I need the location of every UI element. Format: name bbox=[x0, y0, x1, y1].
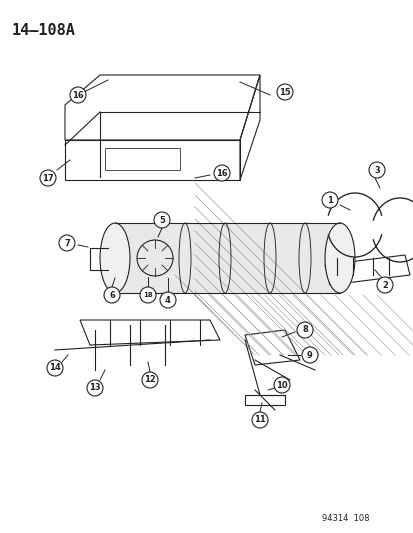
Circle shape bbox=[47, 360, 63, 376]
Circle shape bbox=[252, 412, 267, 428]
Text: 6: 6 bbox=[109, 290, 115, 300]
Text: 15: 15 bbox=[278, 87, 290, 96]
Text: 5: 5 bbox=[159, 215, 164, 224]
Text: 8: 8 bbox=[301, 326, 307, 335]
Circle shape bbox=[273, 377, 289, 393]
Text: 14: 14 bbox=[49, 364, 61, 373]
Text: 9: 9 bbox=[306, 351, 312, 359]
Circle shape bbox=[368, 162, 384, 178]
Circle shape bbox=[59, 235, 75, 251]
Text: 4: 4 bbox=[165, 295, 171, 304]
Circle shape bbox=[104, 287, 120, 303]
Circle shape bbox=[40, 170, 56, 186]
Text: 2: 2 bbox=[381, 280, 387, 289]
Text: 12: 12 bbox=[144, 376, 156, 384]
Text: 17: 17 bbox=[42, 174, 54, 182]
Circle shape bbox=[70, 87, 86, 103]
Text: 13: 13 bbox=[89, 384, 101, 392]
Ellipse shape bbox=[100, 223, 130, 293]
Text: 1: 1 bbox=[326, 196, 332, 205]
Text: 7: 7 bbox=[64, 238, 70, 247]
Circle shape bbox=[154, 212, 170, 228]
Circle shape bbox=[142, 372, 158, 388]
Circle shape bbox=[87, 380, 103, 396]
Bar bbox=[115, 223, 339, 293]
Circle shape bbox=[301, 347, 317, 363]
Text: 16: 16 bbox=[72, 91, 84, 100]
Circle shape bbox=[376, 277, 392, 293]
Bar bbox=[195, 295, 389, 355]
Text: 11: 11 bbox=[254, 416, 265, 424]
Ellipse shape bbox=[324, 223, 354, 293]
Circle shape bbox=[321, 192, 337, 208]
Text: 94314  108: 94314 108 bbox=[322, 514, 369, 523]
Text: 3: 3 bbox=[373, 166, 379, 174]
Circle shape bbox=[140, 287, 156, 303]
Text: 10: 10 bbox=[275, 381, 287, 390]
Circle shape bbox=[276, 84, 292, 100]
Text: 14–108A: 14–108A bbox=[12, 23, 76, 38]
Circle shape bbox=[296, 322, 312, 338]
Text: 18: 18 bbox=[143, 292, 152, 298]
Circle shape bbox=[159, 292, 176, 308]
Text: 16: 16 bbox=[216, 168, 227, 177]
Circle shape bbox=[214, 165, 230, 181]
